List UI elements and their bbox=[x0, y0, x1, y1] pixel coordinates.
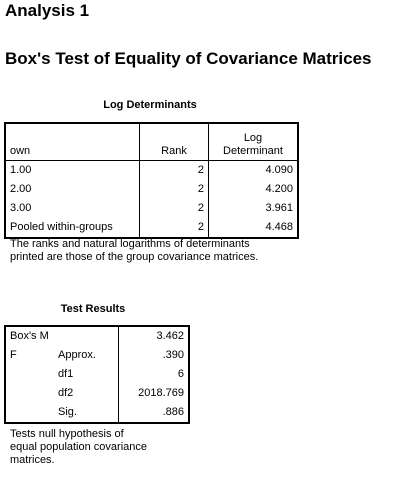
stat-label: df2 bbox=[54, 384, 119, 403]
rank-cell: 2 bbox=[139, 180, 209, 199]
rank-cell: 2 bbox=[139, 160, 209, 180]
col-header-log: Log bbox=[243, 132, 263, 144]
stat-value: .390 bbox=[162, 349, 184, 361]
table-row: 1.00 2 4.090 bbox=[5, 160, 298, 180]
log-determinants-table: own Rank Log Determinant 1.00 2 4.090 2.… bbox=[4, 122, 299, 239]
empty-cell bbox=[5, 403, 54, 423]
test-results-caption: Test Results bbox=[60, 303, 126, 315]
col-header-group: own bbox=[5, 123, 140, 161]
note-line: printed are those of the group covarianc… bbox=[10, 251, 259, 263]
note-line: The ranks and natural logarithms of dete… bbox=[10, 238, 250, 250]
test-results-note: Tests null hypothesis of equal populatio… bbox=[10, 428, 147, 467]
col-header-log-determinant: Log Determinant bbox=[208, 123, 298, 161]
rank-cell: 2 bbox=[139, 199, 209, 218]
col-header-determinant: Determinant bbox=[223, 145, 283, 157]
rank-cell: 2 bbox=[139, 218, 209, 238]
table-row: Sig. .886 bbox=[5, 403, 189, 423]
empty-cell bbox=[5, 384, 54, 403]
test-title: Box's Test of Equality of Covariance Mat… bbox=[5, 49, 372, 68]
table-row: Pooled within-groups 2 4.468 bbox=[5, 218, 298, 238]
group-cell: 3.00 bbox=[5, 199, 140, 218]
note-line: matrices. bbox=[10, 454, 55, 466]
empty-cell bbox=[5, 365, 54, 384]
log-determinants-note: The ranks and natural logarithms of dete… bbox=[10, 238, 258, 264]
table-row: Box's M 3.462 bbox=[5, 326, 189, 346]
table-header-row: own Rank Log Determinant bbox=[5, 123, 298, 161]
stat-value: 6 bbox=[177, 368, 184, 380]
stat-label: Approx. bbox=[54, 346, 119, 365]
table-row: df1 6 bbox=[5, 365, 189, 384]
stat-label: df1 bbox=[54, 365, 119, 384]
stat-label: Sig. bbox=[54, 403, 119, 423]
note-line: equal population covariance bbox=[10, 441, 147, 453]
group-cell: 2.00 bbox=[5, 180, 140, 199]
table-row: F Approx. .390 bbox=[5, 346, 189, 365]
table-row: df2 2018.769 bbox=[5, 384, 189, 403]
logdet-cell: 3.961 bbox=[265, 202, 293, 214]
analysis-title: Analysis 1 bbox=[5, 1, 90, 20]
test-results-table: Box's M 3.462 F Approx. .390 df1 6 df2 2… bbox=[4, 325, 190, 424]
group-cell: 1.00 bbox=[5, 160, 140, 180]
log-determinants-caption: Log Determinants bbox=[103, 99, 197, 111]
table-row: 2.00 2 4.200 bbox=[5, 180, 298, 199]
boxm-label: Box's M bbox=[5, 326, 119, 346]
note-line: Tests null hypothesis of bbox=[10, 428, 124, 440]
group-cell: Pooled within-groups bbox=[5, 218, 140, 238]
col-header-rank: Rank bbox=[139, 123, 209, 161]
logdet-cell: 4.200 bbox=[265, 183, 293, 195]
stat-value: 2018.769 bbox=[138, 387, 184, 399]
logdet-cell: 4.468 bbox=[265, 221, 293, 233]
boxm-value: 3.462 bbox=[156, 330, 184, 342]
stat-value: .886 bbox=[162, 406, 184, 418]
f-label: F bbox=[10, 349, 17, 361]
logdet-cell: 4.090 bbox=[265, 164, 293, 176]
table-row: 3.00 2 3.961 bbox=[5, 199, 298, 218]
